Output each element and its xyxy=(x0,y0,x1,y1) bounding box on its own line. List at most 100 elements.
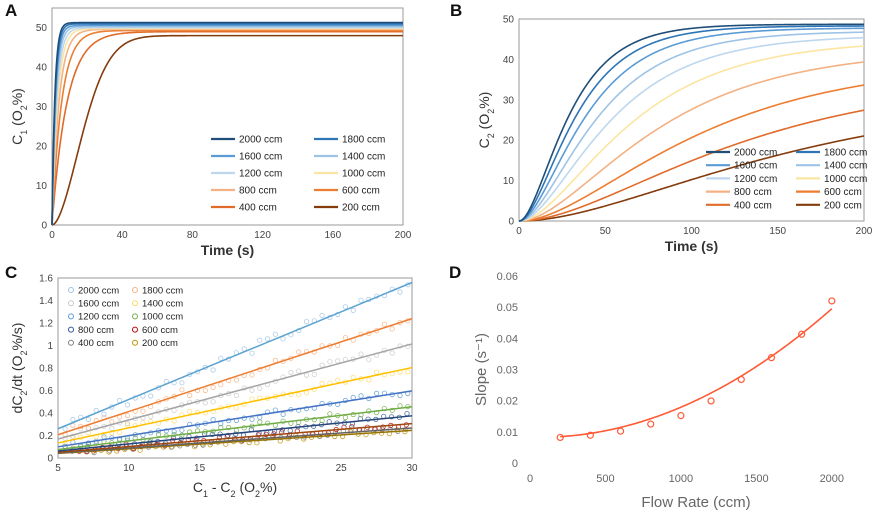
y-axis-label: C1 (O2%) xyxy=(9,88,29,145)
legend-label: 2000 ccm xyxy=(78,285,119,296)
legend-label: 600 ccm xyxy=(824,187,862,198)
data-point-1800 xyxy=(70,422,76,429)
data-point-2000 xyxy=(319,312,325,319)
data-point-800 xyxy=(365,416,371,422)
data-point-2000 xyxy=(187,371,193,377)
y-tick-label: 30 xyxy=(36,102,48,113)
series-line-600 xyxy=(51,29,403,226)
label-part: %/s) xyxy=(9,323,25,351)
data-point-800 xyxy=(287,427,293,434)
data-point-1400 xyxy=(171,418,177,424)
panel-A: 0 10 20 30 40 50 0 40 80 120 160 200 Time (s) C1 (O2%… xyxy=(9,7,412,258)
y-tick-label: 0.02 xyxy=(497,396,518,408)
series-line-200 xyxy=(519,135,865,222)
y-tick-label: 1.2 xyxy=(39,319,53,330)
x-tick-label: 50 xyxy=(600,226,612,237)
data-point-1400 xyxy=(405,369,411,375)
label-part: 1 xyxy=(203,489,208,499)
y-tick-label: 30 xyxy=(503,95,515,106)
legend-label: 1800 ccm xyxy=(342,135,385,146)
data-point-2000 xyxy=(85,416,92,423)
data-point-1800 xyxy=(218,382,224,388)
data-point-1600 xyxy=(233,392,239,398)
y-tick-label: 0.03 xyxy=(497,365,518,377)
y-tick-label: 20 xyxy=(503,136,515,147)
x-tick-label: 15 xyxy=(194,463,206,474)
data-point-1800 xyxy=(381,321,387,327)
legend-label: 1600 ccm xyxy=(734,161,777,172)
data-point-1200 xyxy=(373,390,380,396)
data-point xyxy=(828,297,836,305)
panel-label-b: B xyxy=(450,1,462,20)
fit-line-600 xyxy=(57,422,413,454)
data-point-2000 xyxy=(101,411,107,417)
data-point-1600 xyxy=(327,359,333,365)
y-tick-label: 0.05 xyxy=(497,302,518,314)
x-tick-label: 150 xyxy=(769,226,786,237)
legend-label: 1800 ccm xyxy=(824,148,867,159)
series-line-2000 xyxy=(51,21,403,226)
data-point-1400 xyxy=(319,380,325,387)
legend-label: 1000 ccm xyxy=(342,169,385,180)
data-point-1400 xyxy=(210,408,216,414)
data-point-1800 xyxy=(249,372,255,378)
y-tick-label: 40 xyxy=(36,63,48,74)
legend-marker xyxy=(132,313,138,320)
legend-label: 1200 ccm xyxy=(78,312,119,323)
plot-frame xyxy=(51,7,404,226)
series-line-800 xyxy=(518,61,865,222)
label-part: 2 xyxy=(255,489,260,499)
y-tick-label: 1 xyxy=(47,341,53,352)
legend-label: 1400 ccm xyxy=(342,152,385,163)
fit-line-1600 xyxy=(57,343,413,440)
data-point xyxy=(616,427,625,435)
x-tick-label: 40 xyxy=(117,230,129,241)
fit-line-1000 xyxy=(57,405,413,451)
data-point-1600 xyxy=(311,371,317,377)
x-tick-label: 30 xyxy=(406,463,418,474)
label-part: /dt (O xyxy=(9,355,25,390)
y-axis-label: dC2/dt (O2%/s) xyxy=(9,323,29,414)
data-point-1400 xyxy=(335,377,341,383)
legend-label: 1200 ccm xyxy=(734,174,777,185)
legend-label: 400 ccm xyxy=(239,203,277,214)
data-point-1000 xyxy=(389,407,395,413)
y-tick-label: 0 xyxy=(508,217,514,228)
y-tick-label: 0.04 xyxy=(497,333,518,345)
data-point-1600 xyxy=(257,385,263,391)
legend-label: 2000 ccm xyxy=(239,135,282,146)
data-point-1600 xyxy=(358,351,364,357)
fit-line-1400 xyxy=(57,366,413,444)
label-part: 1 xyxy=(19,130,29,135)
legend-label: 1400 ccm xyxy=(824,161,867,172)
x-axis-label: Flow Rate (ccm) xyxy=(641,494,750,511)
x-tick-label: 0 xyxy=(516,226,522,237)
x-tick-label: 0 xyxy=(527,473,533,485)
y-tick-label: 40 xyxy=(503,55,515,66)
legend-label: 600 ccm xyxy=(342,186,380,197)
label-part: %) xyxy=(260,479,277,495)
data-point-1800 xyxy=(233,377,239,383)
data-point-2000 xyxy=(62,426,68,432)
data-point-1200 xyxy=(397,392,403,399)
data-point-2000 xyxy=(124,402,131,408)
plot-frame xyxy=(518,18,865,222)
data-point-2000 xyxy=(218,355,224,361)
data-point-1600 xyxy=(366,357,372,363)
data-point-1200 xyxy=(280,411,286,417)
legend-marker xyxy=(132,339,138,346)
data-point-200 xyxy=(363,432,369,438)
data-point-1000 xyxy=(381,405,387,412)
legend-label: 200 ccm xyxy=(142,338,178,349)
data-point-800 xyxy=(404,410,410,417)
x-tick-label: 80 xyxy=(187,230,199,241)
panel-D: 0 0.01 0.02 0.03 0.04 0.05 0.06 0 500 1000 1500 200… xyxy=(473,271,844,511)
series-line-1400 xyxy=(51,25,403,226)
label-part: 2 xyxy=(19,391,29,396)
x-axis-label: Time (s) xyxy=(665,238,718,254)
fit-curve xyxy=(560,308,833,438)
x-tick-label: 5 xyxy=(55,463,61,474)
data-point-1600 xyxy=(249,387,255,393)
fit-line-800 xyxy=(57,415,413,452)
